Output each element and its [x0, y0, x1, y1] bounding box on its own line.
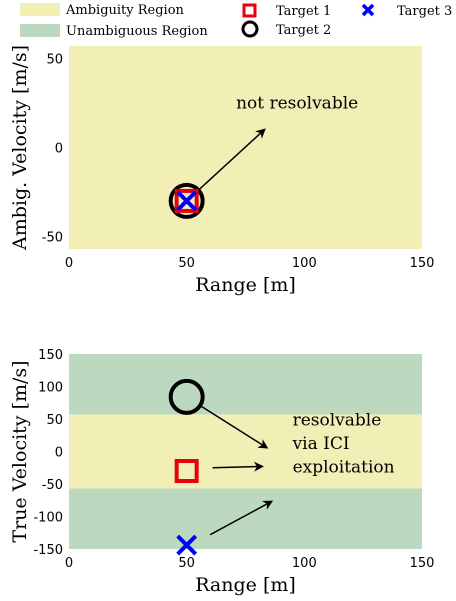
- target-1-marker: [174, 459, 199, 483]
- region-band: [69, 414, 422, 489]
- target-2-marker: [168, 182, 205, 219]
- y-axis-label: True Velocity [m/s]: [9, 360, 31, 542]
- target-3-marker: [176, 534, 198, 556]
- y-axis-label: Ambig. Velocity [m/s]: [9, 45, 31, 251]
- target-2-marker: [168, 378, 205, 415]
- legend-patch-ambiguity: [20, 3, 60, 16]
- annotation-arrow: [200, 405, 269, 449]
- target-3-marker: [176, 190, 198, 212]
- legend: Ambiguity Region Unambiguous Region Targ…: [20, 3, 452, 39]
- annotation-arrow: [209, 500, 274, 536]
- legend-entry-target-1: Target 1: [242, 3, 331, 19]
- annotation-text: via ICI: [292, 434, 350, 454]
- y-tick-label: 50: [46, 52, 63, 67]
- x-tick-label: 0: [65, 256, 73, 271]
- x-tick-label: 150: [410, 556, 435, 571]
- legend-label-target-2: Target 2: [276, 23, 331, 38]
- legend-circle-marker: [241, 20, 259, 38]
- region-band: [69, 354, 422, 415]
- x-tick-label: 100: [292, 256, 317, 271]
- y-tick-label: -100: [33, 511, 63, 526]
- target-1-marker: [174, 188, 199, 213]
- legend-entry-target-2: Target 2: [241, 20, 331, 38]
- y-tick-label: 100: [38, 381, 63, 396]
- x-tick-label: 0: [65, 556, 73, 571]
- legend-label-ambiguity: Ambiguity Region: [65, 3, 185, 18]
- y-tick-label: -50: [42, 231, 63, 246]
- y-tick-label: 150: [38, 348, 63, 363]
- y-tick-label: 50: [46, 413, 63, 428]
- annotation-arrow: [197, 128, 266, 191]
- y-tick-label: 0: [55, 446, 63, 461]
- legend-label-unambiguous: Unambiguous Region: [66, 24, 208, 39]
- legend-entry-unambiguous-region: Unambiguous Region: [20, 24, 208, 39]
- x-axis-label: Range [m]: [195, 574, 296, 596]
- x-tick-label: 50: [178, 556, 195, 571]
- annotation-text: exploitation: [293, 457, 395, 477]
- x-axis-label: Range [m]: [195, 274, 296, 296]
- legend-cross-marker: [361, 3, 375, 17]
- annotation-text: resolvable: [293, 411, 382, 431]
- annotation-arrow: [212, 461, 264, 472]
- y-tick-label: -150: [33, 543, 63, 558]
- legend-patch-unambiguous: [20, 24, 60, 37]
- y-tick-label: 0: [55, 142, 63, 157]
- legend-label-target-3: Target 3: [397, 4, 452, 19]
- plot-true-velocity: 0 50 100 150 -150 -100 -50 0 50 100 150 Range [m] Tr…: [9, 348, 434, 596]
- x-tick-label: 150: [410, 256, 435, 271]
- legend-square-marker: [242, 3, 257, 18]
- legend-label-target-1: Target 1: [276, 4, 331, 19]
- annotation-text: not resolvable: [236, 93, 358, 113]
- x-tick-label: 100: [292, 556, 317, 571]
- y-tick-label: -50: [42, 478, 63, 493]
- legend-entry-ambiguity-region: Ambiguity Region: [20, 3, 185, 18]
- region-band: [69, 488, 422, 549]
- legend-entry-target-3: Target 3: [361, 3, 452, 19]
- x-tick-label: 50: [178, 256, 195, 271]
